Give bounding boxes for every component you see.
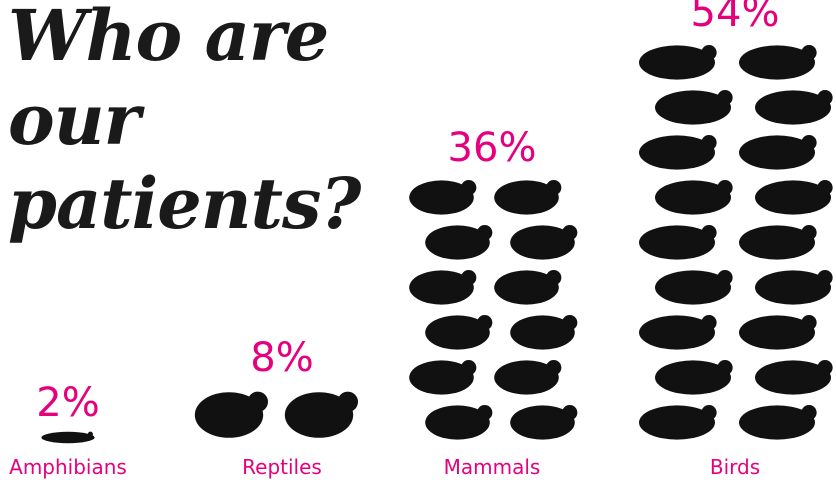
animal-head	[701, 45, 716, 60]
animal-head	[717, 180, 732, 195]
animal-head	[546, 270, 561, 285]
animal-head	[546, 360, 561, 375]
percent-label: 36%	[448, 125, 537, 171]
animal-head	[562, 405, 577, 420]
animal-head	[801, 225, 816, 240]
animal-head	[562, 315, 577, 330]
percent-label: 54%	[691, 0, 780, 36]
animal-head	[717, 360, 732, 375]
animal-head	[701, 225, 716, 240]
animal-head	[801, 405, 816, 420]
category-label: Birds	[710, 455, 760, 479]
animal-head	[701, 405, 716, 420]
animal-head	[562, 225, 577, 240]
category-label: Mammals	[444, 455, 541, 479]
animal-head	[546, 180, 561, 195]
animal-head	[701, 315, 716, 330]
animal-head	[461, 270, 476, 285]
animal-head	[801, 315, 816, 330]
category-label: Amphibians	[9, 455, 127, 479]
animal-head	[338, 392, 358, 412]
animal-head	[817, 90, 832, 105]
animal-head	[801, 45, 816, 60]
animal-head	[477, 405, 492, 420]
animal-head	[817, 270, 832, 285]
animal-head	[461, 360, 476, 375]
animal-head	[801, 135, 816, 150]
infographic: Who are our patients? 2%Amphibians8%Rept…	[0, 0, 836, 485]
chart: 2% Amphibians 8% Reptiles 36% Mammals 54% Birds	[0, 0, 836, 485]
animal-head	[717, 90, 732, 105]
animal-head	[477, 315, 492, 330]
animal-stack	[195, 392, 358, 438]
animal-silhouette	[41, 432, 94, 443]
animal-head	[248, 392, 268, 412]
animal-head	[88, 432, 93, 437]
animal-stack	[639, 45, 833, 440]
animal-head	[701, 135, 716, 150]
animal-stack	[409, 180, 577, 440]
animal-head	[817, 360, 832, 375]
animal-stack	[41, 432, 94, 444]
animal-head	[461, 180, 476, 195]
animal-head	[717, 270, 732, 285]
animal-head	[817, 180, 832, 195]
category-label: Reptiles	[242, 455, 322, 479]
percent-label: 8%	[250, 335, 313, 381]
animal-head	[477, 225, 492, 240]
percent-label: 2%	[36, 380, 99, 426]
